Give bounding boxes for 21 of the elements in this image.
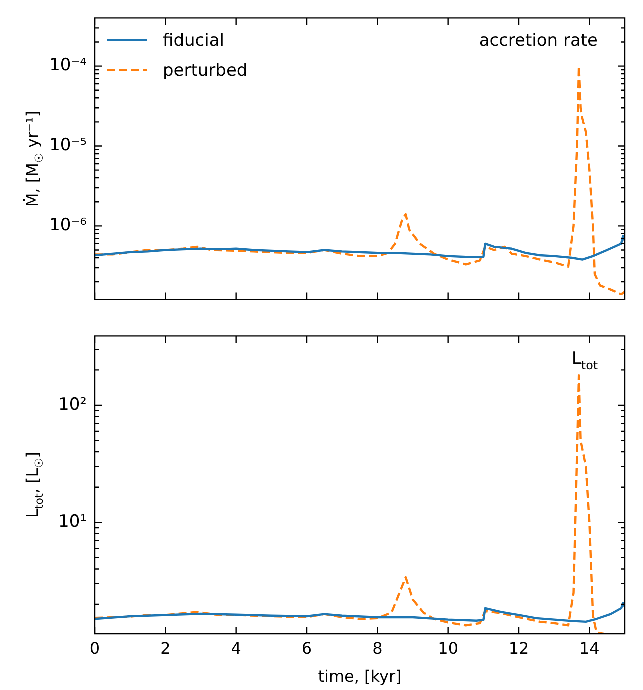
x-tick-label: 4 [231,638,242,658]
x-axis-title: time, [kyr] [318,667,402,686]
x-tick-label: 0 [90,638,100,658]
x-tick-label: 14 [579,638,600,658]
y-axis-title: Ltot, [L☉] [23,452,46,518]
y-tick-label: 10¹ [58,512,87,532]
x-tick-label: 8 [372,638,383,658]
x-tick-label: 6 [302,638,312,658]
x-tick-label: 10 [438,638,459,658]
x-tick-label: 12 [508,638,530,658]
legend-label: fiducial [163,31,224,52]
legend-label: perturbed [163,61,248,82]
y-axis-title: Ṁ, [M☉ yr⁻¹] [23,110,46,208]
line-series [95,65,625,296]
y-tick-label: 10⁻⁴ [50,56,88,76]
annotation: accretion rate [479,31,598,52]
y-tick-label: 10⁻⁶ [50,216,88,236]
x-tick-label: 2 [160,638,171,658]
y-tick-label: 10² [58,394,87,415]
y-tick-label: 10⁻⁵ [50,136,87,156]
line-series [95,374,605,634]
